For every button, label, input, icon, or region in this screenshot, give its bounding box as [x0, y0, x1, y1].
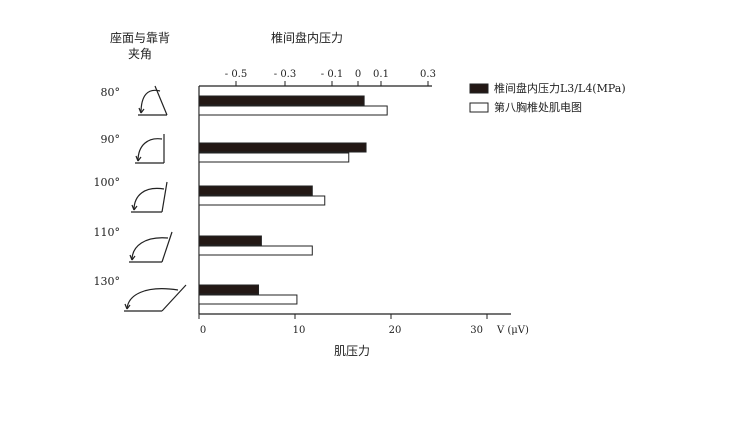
- bar-emg: [198, 245, 313, 256]
- legend-label-emg: 第八胸椎处肌电图: [494, 100, 582, 114]
- bottom-tick-label: 30: [470, 325, 483, 336]
- seat-angle-icons: [124, 85, 187, 312]
- legend-swatch-white: [469, 102, 489, 113]
- category-label: 100°: [94, 176, 121, 189]
- bottom-tick-label: 20: [389, 325, 402, 336]
- bar-emg: [198, 105, 388, 116]
- chair-90-icon: [135, 134, 165, 164]
- chair-100-icon: [131, 181, 168, 213]
- top-tick-label: - 0.1: [321, 69, 343, 80]
- bars-layer: [198, 95, 388, 305]
- bar-emg: [198, 195, 326, 206]
- bar-disc-pressure: [198, 142, 367, 153]
- category-label: 130°: [94, 275, 121, 288]
- top-axis-title: 椎间盘内压力: [271, 30, 343, 45]
- bar-disc-pressure: [198, 95, 365, 106]
- bar-emg: [198, 152, 350, 163]
- bottom-axis-unit: V (μV): [496, 325, 529, 336]
- bottom-axis-ticks: 0 10 20 30: [198, 314, 488, 336]
- category-labels: 80° 90° 100° 110° 130°: [94, 86, 121, 288]
- top-tick-label: - 0.5: [225, 69, 247, 80]
- bar-emg: [198, 294, 298, 305]
- category-label: 110°: [94, 226, 121, 239]
- bar-disc-pressure: [198, 235, 262, 246]
- bottom-axis-title: 肌压力: [334, 344, 370, 358]
- category-label: 90°: [101, 133, 121, 146]
- top-tick-label: 0: [355, 69, 361, 80]
- bottom-tick-label: 10: [293, 325, 306, 336]
- row-header-line-2: 夹角: [128, 47, 152, 61]
- chair-130-icon: [124, 284, 187, 312]
- top-tick-label: 0.1: [373, 69, 389, 80]
- row-header-line-1: 座面与靠背: [110, 30, 170, 45]
- category-label: 80°: [101, 86, 121, 99]
- top-axis-ticks: [235, 81, 429, 86]
- bar-disc-pressure: [198, 284, 260, 295]
- legend-label-disc-pressure: 椎间盘内压力L3/L4(MPa): [494, 81, 626, 95]
- bar-disc-pressure: [198, 185, 313, 196]
- legend-swatch-dark: [469, 83, 489, 94]
- top-tick-label: 0.3: [420, 69, 436, 80]
- bottom-tick-label: 0: [200, 325, 206, 336]
- chair-80-icon: [138, 85, 168, 116]
- chair-110-icon: [129, 231, 173, 263]
- top-tick-label: - 0.3: [274, 69, 296, 80]
